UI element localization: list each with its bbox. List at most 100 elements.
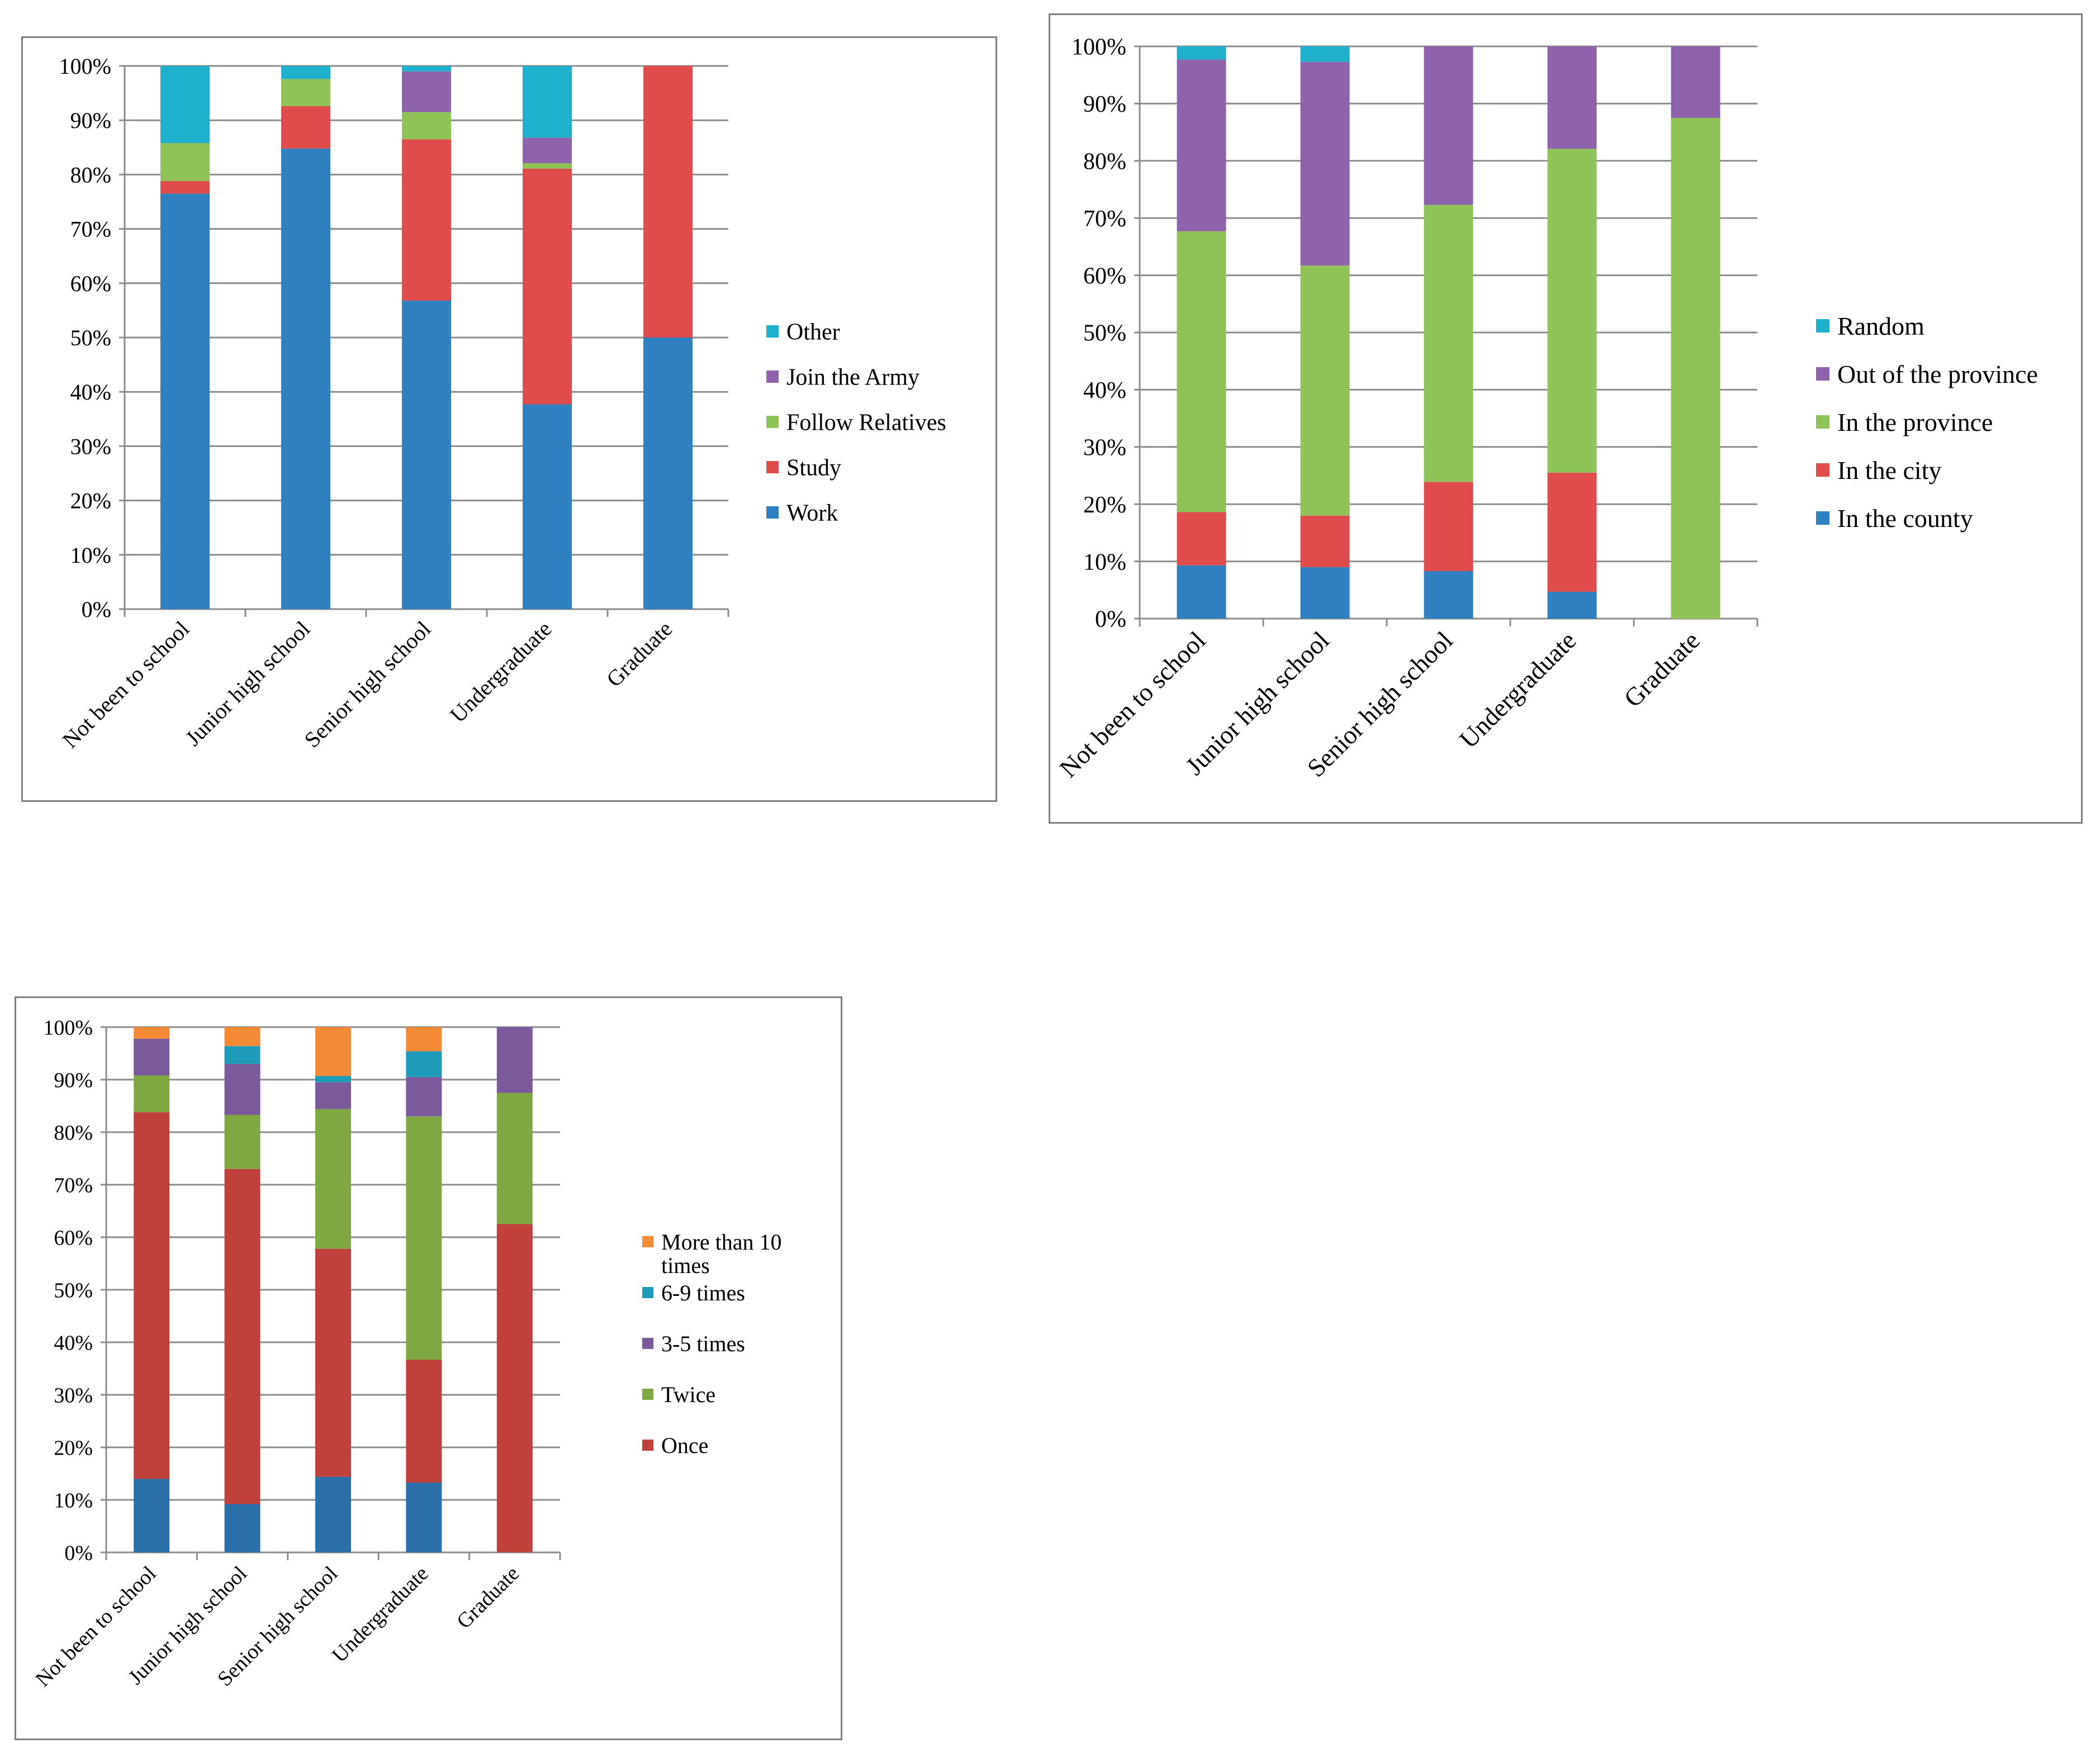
bar-segment (134, 1112, 170, 1479)
bar-segment (1300, 61, 1350, 266)
bar-segment (1300, 515, 1350, 567)
bar-segment (160, 66, 210, 144)
bar-segment (406, 1116, 442, 1360)
bar-segment (523, 163, 572, 169)
bar-segment (224, 1046, 260, 1064)
bar-segment (281, 106, 330, 149)
y-tick-label: 10% (54, 1489, 93, 1512)
x-category-label: Undergraduate (445, 616, 556, 728)
legend-swatch (766, 416, 779, 428)
legend-swatch (766, 325, 779, 338)
y-tick-label: 70% (70, 217, 111, 242)
y-tick-label: 30% (1083, 435, 1126, 461)
legend-swatch (766, 370, 779, 383)
y-tick-label: 80% (54, 1121, 93, 1144)
bar-segment (224, 1114, 260, 1169)
bar-segment (281, 66, 330, 79)
chart-panel-destination-purpose: 0% 10% 20% 30% 40% 50% 60% 70% 80% 90% 100% Not bee… (21, 36, 997, 802)
bar-segment (315, 1076, 351, 1082)
y-tick-label: 80% (70, 162, 111, 187)
y-tick-label: 10% (70, 543, 111, 568)
bar-segment (1671, 46, 1720, 118)
legend-label: Random (1837, 312, 1924, 340)
legend-label: 3-5 times (661, 1331, 745, 1356)
y-tick-label: 30% (54, 1384, 93, 1407)
bar-segment (643, 66, 693, 338)
chart-panel-destination-place: 0% 10% 20% 30% 40% 50% 60% 70% 80% 90% 100% Not bee… (1049, 13, 2083, 824)
legend-label: More than 10 (661, 1229, 782, 1255)
legend-label: Once (661, 1433, 708, 1458)
x-category-label: Undergraduate (328, 1562, 433, 1668)
y-tick-label: 0% (82, 597, 111, 622)
bar-segment (1547, 46, 1597, 149)
x-category-label: Graduate (452, 1562, 524, 1633)
bar-segment (1547, 472, 1597, 592)
y-tick-label: 30% (70, 434, 111, 459)
bar-segment (224, 1027, 260, 1046)
bar-segment (160, 193, 210, 609)
legend-swatch (1816, 415, 1829, 429)
y-tick-label: 100% (43, 1016, 93, 1039)
bar-segment (224, 1063, 260, 1115)
y-tick-label: 100% (59, 54, 111, 79)
bar-segment (224, 1504, 260, 1552)
x-category-label: Graduate (1618, 626, 1705, 712)
legend-label: In the province (1837, 408, 1993, 436)
bar-segment (496, 1092, 533, 1224)
chart-panel-migration-times: 0% 10% 20% 30% 40% 50% 60% 70% 80% 90% 100% Not bee… (15, 996, 842, 1740)
chart-1-svg: 0%10%20%30%40%50%60%70%80%90%100%Not bee… (1054, 35, 2038, 783)
legend-swatch (642, 1287, 653, 1298)
bar-segment (134, 1479, 170, 1552)
y-tick-label: 60% (54, 1226, 93, 1250)
bar-segment (134, 1038, 170, 1076)
bar-segment (315, 1248, 351, 1477)
y-tick-label: 70% (1083, 206, 1126, 232)
y-tick-label: 40% (1083, 378, 1126, 403)
bar-segment (406, 1027, 442, 1052)
legend-label: Follow Relatives (786, 410, 946, 436)
y-tick-label: 10% (1083, 549, 1126, 575)
legend-swatch (642, 1389, 653, 1400)
bar-segment (1300, 46, 1350, 62)
legend-swatch (642, 1338, 653, 1349)
y-tick-label: 20% (54, 1436, 93, 1460)
bar-segment (496, 1224, 533, 1552)
x-category-label: Undergraduate (1454, 626, 1582, 754)
bar-segment (1300, 567, 1350, 619)
legend-swatch (1816, 511, 1829, 525)
bar-segment (402, 71, 451, 112)
bar-segment (402, 66, 451, 72)
bar-segment (523, 168, 572, 405)
y-tick-label: 50% (1083, 321, 1126, 346)
legend-swatch (1816, 319, 1829, 332)
bar-segment (134, 1027, 170, 1039)
legend-label: In the county (1837, 504, 1973, 533)
legend-swatch (766, 506, 779, 519)
legend-label: Other (786, 320, 840, 345)
bar-segment (1177, 59, 1226, 231)
bar-segment (1177, 46, 1226, 60)
bar-segment (406, 1360, 442, 1483)
x-category-label: Graduate (601, 616, 677, 692)
y-tick-label: 20% (1083, 492, 1126, 518)
y-tick-label: 60% (70, 271, 111, 296)
bar-segment (281, 79, 330, 106)
bar-segment (134, 1075, 170, 1113)
y-tick-label: 90% (54, 1068, 93, 1092)
x-category-label: Junior high school (181, 616, 315, 751)
bar-segment (1424, 46, 1473, 205)
x-category-label: Senior high school (299, 616, 435, 753)
legend-label: In the city (1837, 456, 1942, 484)
bar-segment (315, 1082, 351, 1109)
y-tick-label: 60% (1083, 263, 1126, 289)
y-tick-label: 100% (1072, 35, 1126, 60)
legend-label: Join the Army (786, 365, 919, 391)
legend-label: Work (786, 501, 838, 526)
bar-segment (402, 139, 451, 301)
bar-segment (1177, 565, 1226, 619)
y-tick-label: 70% (54, 1174, 93, 1197)
legend-swatch (766, 461, 779, 473)
y-tick-label: 50% (54, 1279, 93, 1302)
legend-swatch (642, 1236, 653, 1247)
bar-segment (402, 300, 451, 609)
